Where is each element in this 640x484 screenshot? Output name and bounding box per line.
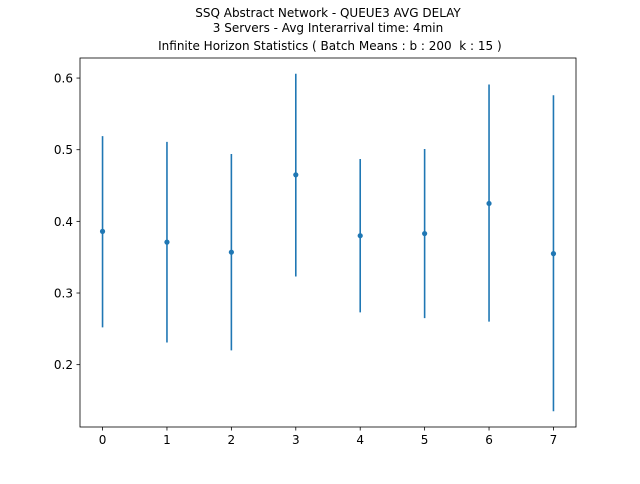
data-point [99, 228, 106, 234]
chart-title: SSQ Abstract Network - QUEUE3 AVG DELAY … [154, 6, 501, 53]
y-tick-label: 0.2 [54, 358, 73, 372]
y-tick-label: 0.5 [54, 143, 73, 157]
data-marks [99, 73, 557, 412]
data-point [164, 239, 170, 245]
x-tick-label: 7 [550, 433, 558, 447]
x-tick-label: 6 [485, 433, 493, 447]
x-tick-label: 2 [228, 433, 236, 447]
data-point [422, 230, 428, 237]
axes: 0 1 2 3 4 5 6 7 0.2 0.3 0.4 0.5 0.6 [54, 57, 577, 447]
y-tick-label: 0.3 [54, 287, 73, 301]
chart-title-line-2: 3 Servers - Avg Interarrival time: 4min [213, 21, 443, 35]
plot-frame [79, 57, 577, 428]
x-tick-label: 4 [356, 433, 364, 447]
chart-title-line-3: Infinite Horizon Statistics ( Batch Mean… [154, 39, 501, 53]
x-tick-label: 5 [421, 433, 429, 447]
data-point [357, 233, 363, 239]
y-tick-label: 0.6 [54, 72, 73, 86]
x-tick-label: 0 [99, 433, 107, 447]
chart-title-line-1: SSQ Abstract Network - QUEUE3 AVG DELAY [195, 6, 461, 20]
x-tick-label: 3 [292, 433, 300, 447]
data-point [486, 200, 492, 207]
data-point [293, 172, 299, 178]
x-tick-label: 1 [163, 433, 171, 447]
data-point [550, 251, 557, 257]
data-point [228, 249, 234, 255]
y-tick-label: 0.4 [54, 215, 73, 229]
